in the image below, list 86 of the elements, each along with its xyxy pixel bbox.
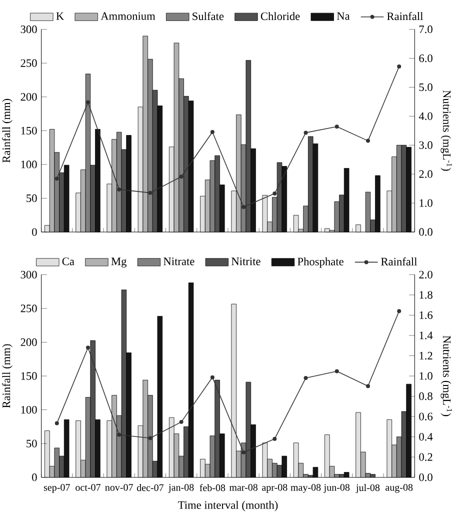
legend-label: Sulfate xyxy=(192,12,224,20)
y-tick-label: 0 xyxy=(32,228,37,236)
y-tick-label: 150 xyxy=(21,126,37,134)
y-tick-label: 300 xyxy=(20,270,37,278)
y-tick-label: 250 xyxy=(20,59,37,67)
y2-tick-label: 0.0 xyxy=(419,228,432,236)
legend-label: Nitrite xyxy=(232,258,260,266)
legend-label: Mg xyxy=(111,258,127,268)
y2-tick-label: 0.6 xyxy=(419,412,433,420)
y2-tick-label: 0.8 xyxy=(419,392,432,400)
point xyxy=(179,174,184,179)
y2-tick-label: 0.0 xyxy=(419,473,432,482)
y2-tick-label: 1.2 xyxy=(420,352,432,360)
y2-tick-label: 3.0 xyxy=(419,141,432,150)
x-tick-label: aug-08 xyxy=(386,484,413,493)
legend-label: Ca xyxy=(62,258,74,266)
y2-tick-label: 1.8 xyxy=(420,291,432,299)
point xyxy=(304,130,308,135)
point xyxy=(54,421,59,426)
point xyxy=(86,100,90,104)
y-tick-label: 300 xyxy=(20,26,37,34)
legend-label: Na xyxy=(336,12,350,20)
y-axis-title: Rainfall (mm) xyxy=(2,98,12,163)
point xyxy=(148,436,152,440)
point xyxy=(54,176,59,181)
y-tick-label: 200 xyxy=(20,338,37,346)
x-tick-label: jul-08 xyxy=(356,484,380,494)
y2-tick-label: 1.4 xyxy=(420,332,433,340)
point xyxy=(148,190,152,195)
point xyxy=(334,369,339,374)
y-tick-label: 50 xyxy=(26,194,37,202)
point xyxy=(334,124,339,129)
x-tick-label: jan-08 xyxy=(168,484,194,493)
x-tick-label: sep-07 xyxy=(44,484,70,493)
point xyxy=(210,130,214,134)
legend-label: Phosphate xyxy=(298,257,344,268)
point xyxy=(179,420,184,424)
y2-axis-title: Nutrients (mgL$^{-1}$) xyxy=(440,90,452,171)
point xyxy=(397,309,402,314)
y2-tick-label: 2.0 xyxy=(419,170,432,178)
y2-tick-label: 1.6 xyxy=(420,311,433,320)
y-tick-label: 250 xyxy=(20,304,37,312)
y2-tick-label: 5.0 xyxy=(419,83,432,92)
y2-tick-label: 1.0 xyxy=(420,199,432,207)
y2-tick-label: 0.4 xyxy=(419,432,433,441)
x-tick-label: feb-08 xyxy=(200,484,226,492)
x-tick-label: jun-08 xyxy=(324,484,350,493)
point xyxy=(117,187,122,192)
y-tick-label: 150 xyxy=(21,372,37,380)
legend-label: Chloride xyxy=(260,12,300,20)
x-tick-label: oct-07 xyxy=(76,484,100,491)
point xyxy=(242,450,246,454)
y2-tick-label: 0.2 xyxy=(419,453,432,461)
y-tick-label: 200 xyxy=(20,93,37,101)
point xyxy=(210,375,214,380)
x-tick-label: nov-07 xyxy=(105,484,133,491)
y2-tick-label: 4.0 xyxy=(418,112,432,120)
y2-tick-label: 6.0 xyxy=(419,54,432,62)
y2-tick-label: 7.0 xyxy=(419,26,432,34)
point xyxy=(366,138,370,143)
point xyxy=(272,436,277,441)
legend-label: Rainfall xyxy=(387,12,424,20)
legend-label: K xyxy=(56,12,64,20)
x-tick-label: mar-08 xyxy=(229,484,258,491)
point xyxy=(242,205,246,210)
point xyxy=(117,432,122,437)
y-tick-label: 100 xyxy=(21,160,37,168)
y2-axis-title: Nutrients (mgL$^{-1}$) xyxy=(440,336,452,416)
y-tick-label: 50 xyxy=(26,440,37,448)
point xyxy=(366,384,370,388)
y-tick-label: 100 xyxy=(21,406,37,414)
x-tick-label: dec-07 xyxy=(136,484,164,492)
point xyxy=(272,192,277,196)
legend-label: Rainfall xyxy=(381,257,418,266)
y-tick-label: 0 xyxy=(32,474,37,482)
x-axis-title: Time interval (month) xyxy=(178,500,278,512)
y-axis-title: Rainfall (mm) xyxy=(2,344,12,408)
point xyxy=(304,376,308,380)
point xyxy=(86,346,90,350)
x-tick-label: apr-08 xyxy=(262,484,288,493)
legend-label: Nitrate xyxy=(164,258,194,266)
y2-tick-label: 2.0 xyxy=(419,270,432,279)
legend-label: Ammonium xyxy=(100,12,156,20)
x-tick-label: may-08 xyxy=(290,484,321,493)
point xyxy=(397,64,402,68)
y2-tick-label: 1.0 xyxy=(420,372,432,380)
